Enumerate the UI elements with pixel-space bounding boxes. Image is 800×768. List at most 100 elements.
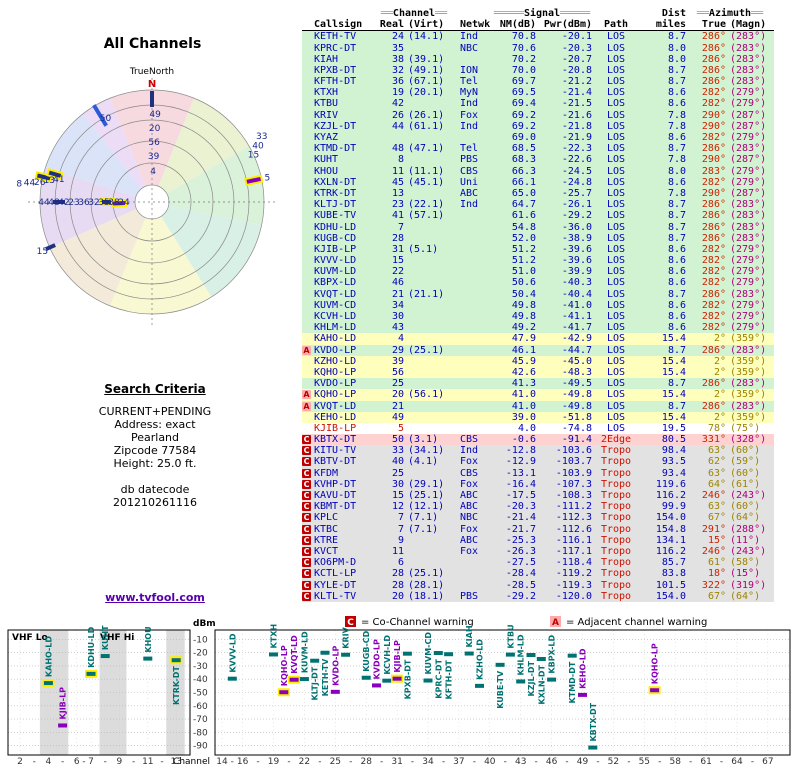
cell-az: 2° — [713, 355, 726, 367]
cell-cs: KZHO-LD — [314, 355, 357, 367]
cell-az: 286° — [701, 210, 726, 222]
cell-path: LOS — [606, 232, 626, 244]
cell-nm: 69.7 — [511, 76, 536, 88]
cell-az: 286° — [701, 199, 726, 211]
cell-path: Tropo — [600, 512, 632, 524]
table-row: KDHU-LD 7 54.8 -36.0 LOS 8.7 286° (283°) — [302, 222, 774, 233]
table-rows: KETH-TV 24 (14.1) Ind 70.8 -20.1 LOS 8.7 286° (28… — [302, 31, 774, 602]
co-channel-warning-badge: C — [302, 502, 311, 512]
svg-text:24: 24 — [118, 198, 130, 208]
cell-cs: KTMD-DT — [314, 143, 357, 155]
cell-real: 20 — [391, 389, 404, 401]
cell-path: LOS — [606, 277, 626, 289]
table-row: C KBTV-DT 40 (4.1) Fox -12.9 -103.7 Tropo 93.5 62… — [302, 456, 774, 468]
cell-az: 2° — [713, 411, 726, 423]
cell-pwr: -49.8 — [561, 400, 592, 412]
svg-text:2: 2 — [17, 757, 23, 767]
cell-pwr: -41.0 — [561, 299, 592, 311]
cell-nm: 49.8 — [511, 311, 536, 323]
cell-path: Tropo — [600, 579, 632, 591]
cell-mag: (243°) — [730, 490, 767, 502]
cell-mi: 8.0 — [667, 42, 686, 54]
cell-pwr: -111.2 — [555, 501, 592, 513]
cell-nm: 39.0 — [511, 411, 536, 423]
cell-path: 2Edge — [600, 434, 632, 446]
svg-text:37: 37 — [453, 757, 464, 767]
table-row: KVVV-LD 15 51.2 -39.6 LOS 8.6 282° (279°) — [302, 255, 774, 267]
cell-virt: (49.1) — [408, 64, 445, 76]
cell-mag: (64°) — [730, 512, 761, 524]
cell-cs: KO6PM-D — [314, 557, 357, 569]
cell-mi: 134.1 — [655, 534, 686, 546]
cell-real: 21 — [391, 288, 404, 300]
cell-real: 28 — [391, 568, 404, 580]
cell-cs: KTBU — [314, 98, 339, 110]
cell-nm: -13.1 — [505, 467, 536, 479]
cell-cs: KXLN-DT — [314, 176, 357, 188]
table-row: KZHO-LD 39 45.9 -45.0 LOS 15.4 2° (359°) — [302, 356, 774, 367]
cell-net: Ind — [460, 98, 479, 110]
cell-path: LOS — [606, 366, 626, 378]
cell-real: 49 — [391, 411, 404, 423]
cell-path: LOS — [606, 165, 626, 177]
cell-cs: KHOU — [314, 165, 339, 177]
cell-pwr: -119.3 — [555, 579, 592, 591]
svg-text:-70: -70 — [193, 715, 208, 725]
cell-az: 286° — [701, 42, 726, 54]
cell-pwr: -119.2 — [555, 568, 592, 580]
cell-az: 2° — [713, 366, 726, 378]
cell-cs: KJIB-LP — [314, 243, 357, 255]
cell-mi: 8.7 — [667, 288, 686, 300]
svg-text:22: 22 — [299, 757, 310, 767]
cell-path: LOS — [606, 42, 626, 54]
cell-az: 63° — [707, 467, 726, 479]
cell-real: 41 — [391, 210, 404, 222]
cell-nm: 68.3 — [511, 154, 536, 166]
cell-nm: -28.4 — [505, 568, 536, 580]
cell-mag: (60°) — [730, 501, 761, 513]
table-header-row2: Callsign Real (Virt) Netwk NM(dB) Pwr(dBm) Pat… — [302, 19, 774, 32]
cell-path: LOS — [606, 98, 626, 110]
channel-marker-label: KUVM-CD — [424, 632, 433, 675]
tvfool-link[interactable]: www.tvfool.com — [105, 591, 205, 604]
cell-mi: 93.5 — [661, 456, 686, 468]
cell-path: LOS — [606, 355, 626, 367]
cell-real: 9 — [397, 534, 404, 546]
header-seg-channel: ══Channel══ — [380, 7, 448, 19]
header-seg-azimuth: ══Azimuth══ — [696, 7, 764, 19]
cell-net: PBS — [460, 590, 479, 602]
cell-path: LOS — [606, 187, 626, 199]
cell-real: 46 — [391, 277, 404, 289]
svg-text:48: 48 — [48, 198, 60, 208]
cell-mag: (279°) — [730, 176, 767, 188]
cell-az: 246° — [701, 545, 726, 557]
svg-text:-: - — [658, 757, 661, 767]
cell-pwr: -42.9 — [561, 333, 592, 345]
cell-mag: (359°) — [730, 366, 767, 378]
cell-cs: KUVM-LD — [314, 266, 357, 278]
cell-cs: KUHT — [314, 154, 339, 166]
cell-path: Tropo — [600, 445, 632, 457]
channel-marker-label: KXLN-DT — [537, 664, 546, 704]
cell-pwr: Pwr(dBm) — [543, 19, 592, 31]
cell-az: 282° — [701, 176, 726, 188]
svg-text:-: - — [411, 757, 414, 767]
cell-path: LOS — [606, 132, 626, 144]
cell-pwr: -41.1 — [561, 311, 592, 323]
cell-az: 282° — [701, 255, 726, 267]
cell-real: 33 — [391, 445, 404, 457]
cell-cs: KVCT — [314, 545, 339, 557]
svg-text:Channel: Channel — [173, 757, 210, 767]
channel-marker-label: KJIB-LP — [393, 640, 402, 673]
svg-text:40: 40 — [252, 142, 264, 152]
cell-real: 13 — [391, 187, 404, 199]
cell-nm: -28.5 — [505, 579, 536, 591]
cell-net: NBC — [460, 512, 479, 524]
cell-cs: KBMT-DT — [314, 501, 357, 513]
cell-cs: KTXH — [314, 87, 339, 99]
table-header-row1: ══Channel══ ═════Signal═════ Dist ══Azimuth… — [302, 8, 774, 19]
cell-mag: (283°) — [730, 400, 767, 412]
cell-mi: 8.6 — [667, 299, 686, 311]
cell-real: 32 — [391, 64, 404, 76]
cell-pwr: -22.6 — [561, 154, 592, 166]
